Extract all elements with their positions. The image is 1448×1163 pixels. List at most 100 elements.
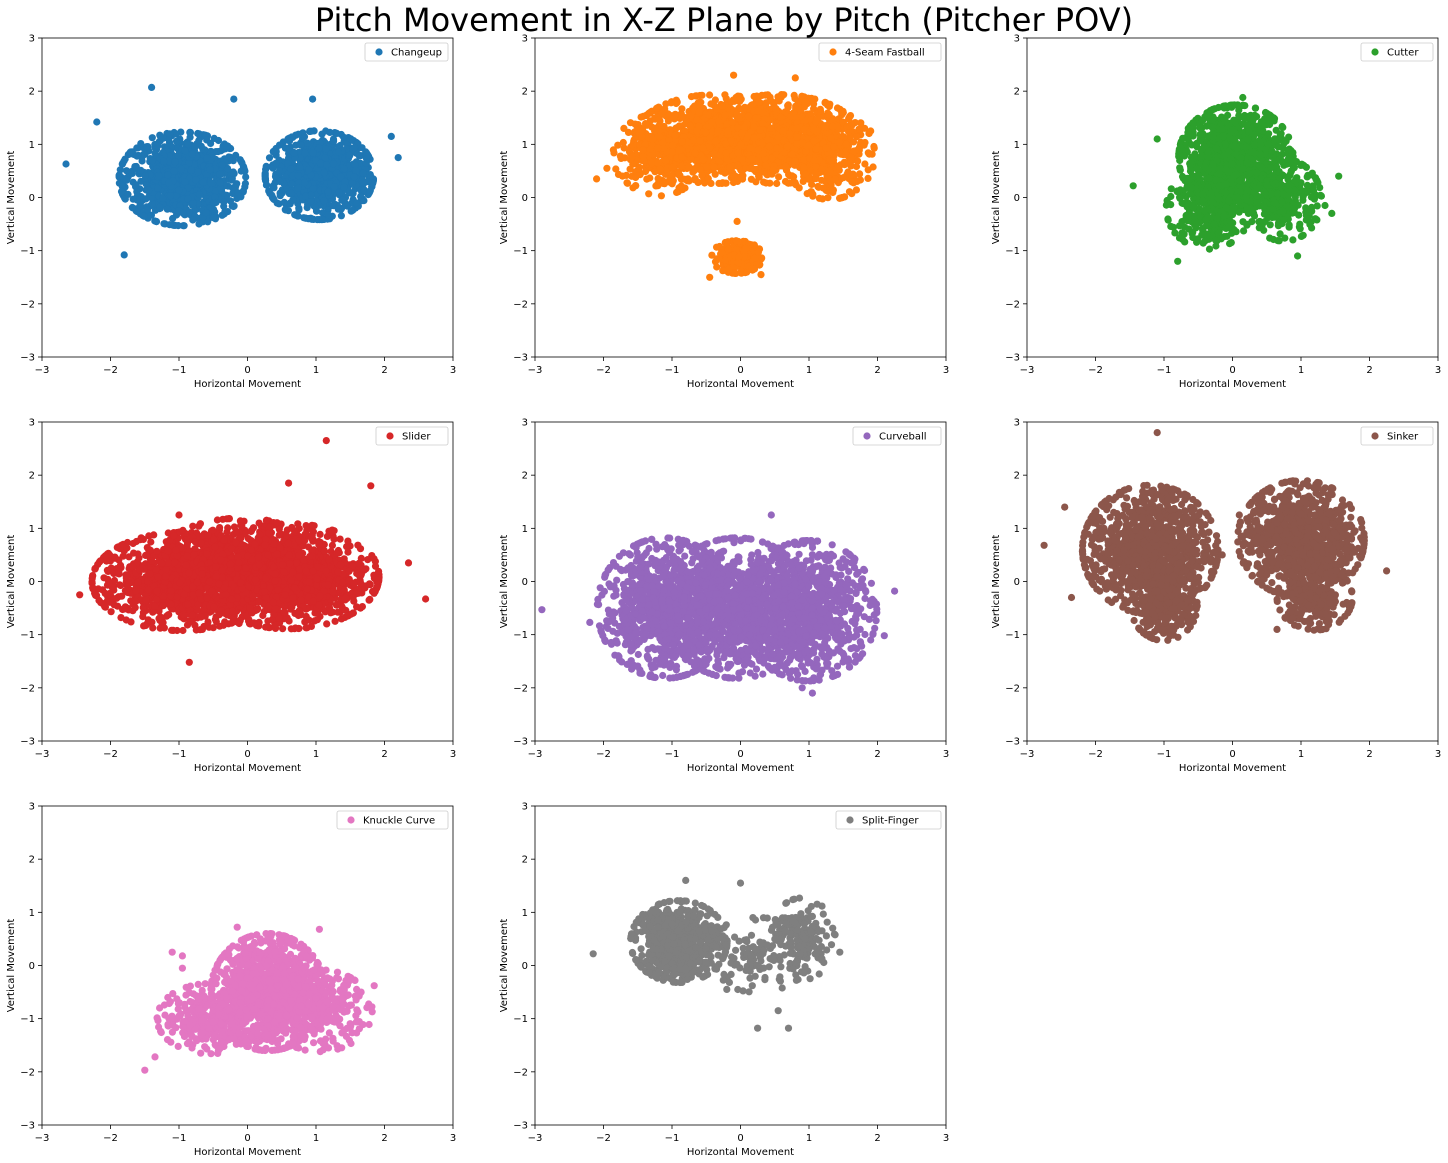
data-point <box>702 163 710 171</box>
data-point <box>765 142 774 150</box>
data-point <box>711 96 720 104</box>
data-point <box>713 105 721 113</box>
data-point <box>756 126 764 134</box>
data-point <box>133 188 141 196</box>
data-point <box>307 197 315 205</box>
data-point <box>758 254 766 262</box>
y-tick-label: 1 <box>29 140 35 151</box>
data-point <box>143 143 151 151</box>
data-point <box>708 118 716 126</box>
data-point <box>652 104 661 112</box>
data-point <box>1196 124 1204 132</box>
data-point <box>713 263 721 271</box>
data-point <box>1184 135 1192 143</box>
data-point <box>664 117 673 125</box>
data-point <box>295 206 303 214</box>
legend-box <box>818 42 942 62</box>
data-point <box>276 177 284 186</box>
data-point <box>678 105 686 113</box>
data-point <box>154 142 162 150</box>
data-point <box>740 123 749 131</box>
data-point <box>643 175 651 183</box>
data-point <box>203 154 211 162</box>
data-point <box>209 214 217 222</box>
data-point <box>216 170 224 179</box>
data-point <box>768 98 777 106</box>
data-point <box>846 159 854 167</box>
data-point <box>730 71 738 79</box>
data-point <box>272 144 280 153</box>
data-point <box>755 98 763 107</box>
data-point <box>232 151 240 159</box>
data-point <box>279 138 287 146</box>
data-point <box>789 109 798 117</box>
data-point <box>801 116 810 125</box>
data-point <box>764 136 772 144</box>
data-point <box>635 165 643 173</box>
data-point <box>714 127 722 135</box>
data-point <box>224 164 232 173</box>
data-point <box>685 163 693 171</box>
data-point <box>284 159 292 168</box>
data-point <box>754 146 762 154</box>
data-point <box>721 256 729 264</box>
data-point <box>297 141 305 149</box>
data-point <box>730 269 739 277</box>
data-point <box>319 209 327 217</box>
data-point <box>706 134 714 142</box>
data-point <box>305 166 313 174</box>
data-point <box>668 163 676 172</box>
data-point <box>648 159 656 167</box>
data-point <box>337 212 345 220</box>
data-point <box>179 209 187 217</box>
data-point <box>622 171 631 179</box>
data-point <box>754 248 763 256</box>
data-point <box>827 157 836 165</box>
data-point <box>645 109 653 118</box>
data-point <box>752 178 760 186</box>
y-tick-label: −3 <box>20 353 35 364</box>
data-point <box>122 167 131 175</box>
data-point <box>129 195 137 203</box>
data-point <box>869 163 877 171</box>
data-point <box>195 130 203 138</box>
data-point <box>315 144 323 152</box>
y-tick-label: 3 <box>29 34 35 45</box>
data-point <box>196 191 204 199</box>
data-point <box>230 95 238 103</box>
data-point <box>326 128 334 136</box>
data-point <box>848 178 856 186</box>
data-point <box>620 144 628 152</box>
data-point <box>294 130 302 138</box>
data-point <box>793 124 801 133</box>
data-point <box>62 160 70 168</box>
data-point <box>750 134 758 142</box>
data-point <box>318 215 327 224</box>
data-point <box>640 157 648 165</box>
data-point <box>762 179 770 187</box>
data-point <box>1176 164 1184 172</box>
data-point <box>704 111 713 119</box>
data-point <box>762 161 770 169</box>
data-point <box>855 146 863 154</box>
data-point <box>811 95 819 103</box>
x-tick-label: 2 <box>874 365 880 376</box>
data-point <box>678 153 686 161</box>
data-point <box>839 118 847 126</box>
y-tick-label: −2 <box>513 299 528 310</box>
data-point <box>191 143 199 151</box>
data-point <box>750 165 758 173</box>
data-point <box>708 251 716 259</box>
data-point <box>699 156 707 164</box>
data-point <box>318 130 326 138</box>
data-point <box>817 107 825 115</box>
data-point <box>322 145 330 153</box>
data-point <box>812 145 820 153</box>
data-point <box>710 150 718 158</box>
data-point <box>826 100 834 108</box>
x-tick-label: 1 <box>806 365 812 376</box>
data-point <box>287 180 296 188</box>
data-point <box>849 170 857 178</box>
data-point <box>734 149 742 157</box>
data-point <box>715 117 723 126</box>
